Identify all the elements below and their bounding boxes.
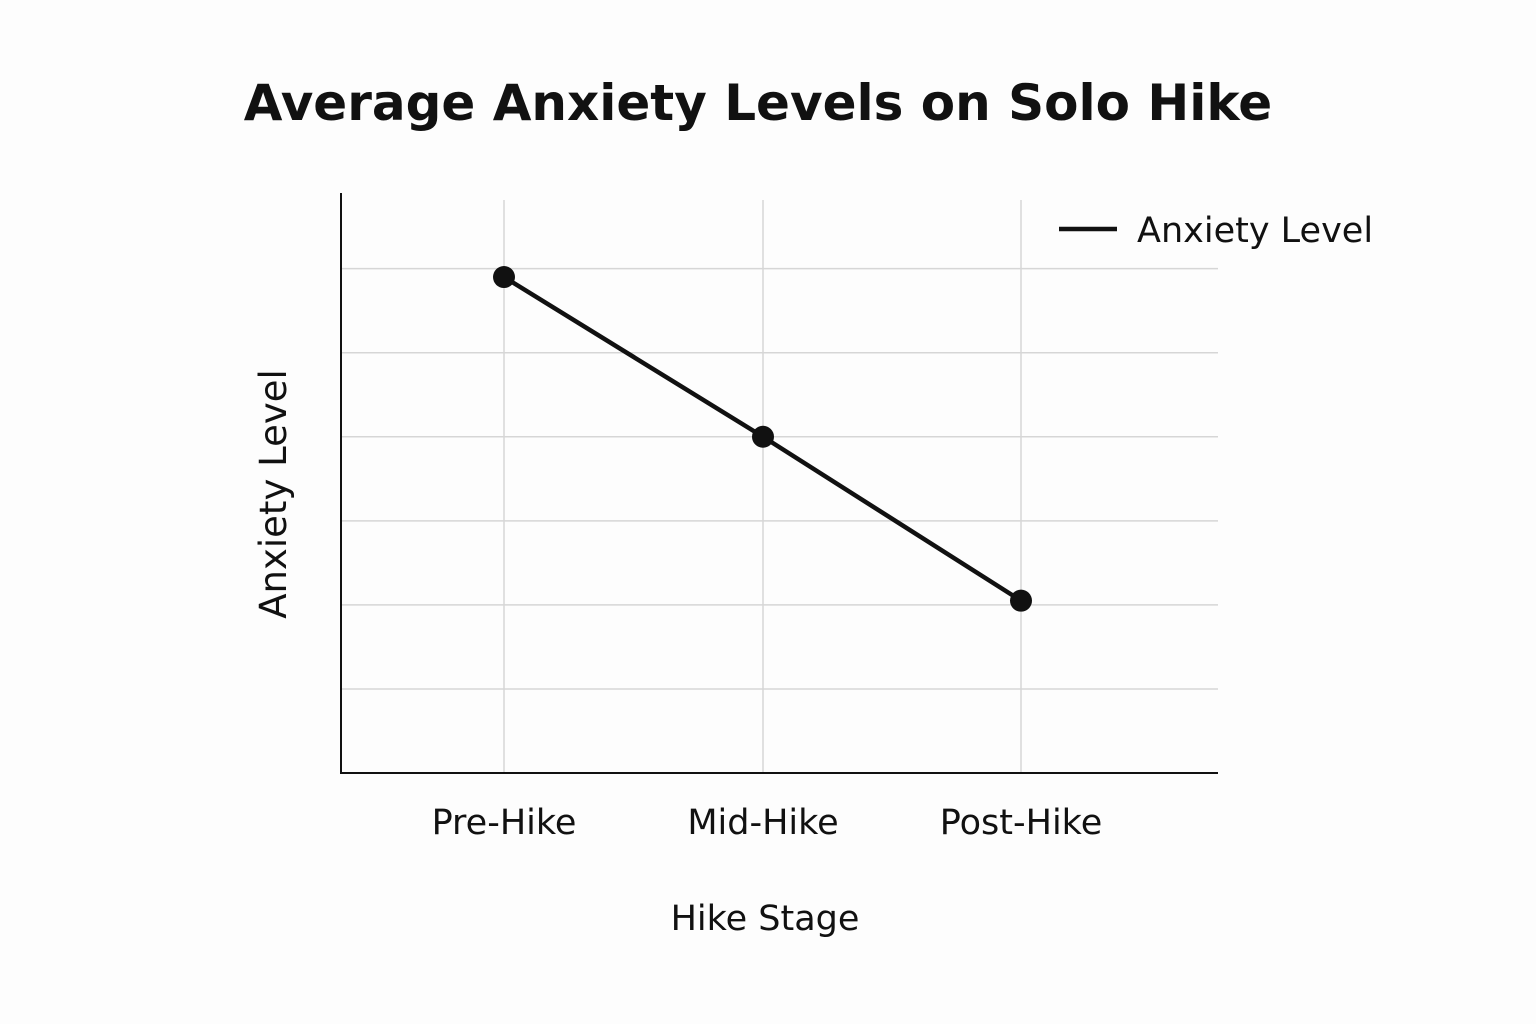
data-point [1010, 589, 1032, 612]
x-axis-title: Hike Stage [671, 899, 860, 939]
axes [340, 193, 1218, 774]
data-point [752, 425, 774, 448]
data-point [493, 266, 515, 289]
x-tick-labels: Pre-Hike Mid-Hike Post-Hike [432, 803, 1103, 843]
series-layer [493, 266, 1032, 612]
x-tick-label: Mid-Hike [687, 803, 838, 843]
grid [341, 200, 1218, 773]
legend: Anxiety Level [1059, 211, 1373, 251]
legend-label: Anxiety Level [1137, 211, 1373, 251]
x-tick-label: Post-Hike [940, 803, 1102, 843]
y-axis-title: Anxiety Level [252, 369, 295, 619]
x-tick-label: Pre-Hike [432, 803, 577, 843]
chart-title: Average Anxiety Levels on Solo Hike [243, 74, 1273, 132]
